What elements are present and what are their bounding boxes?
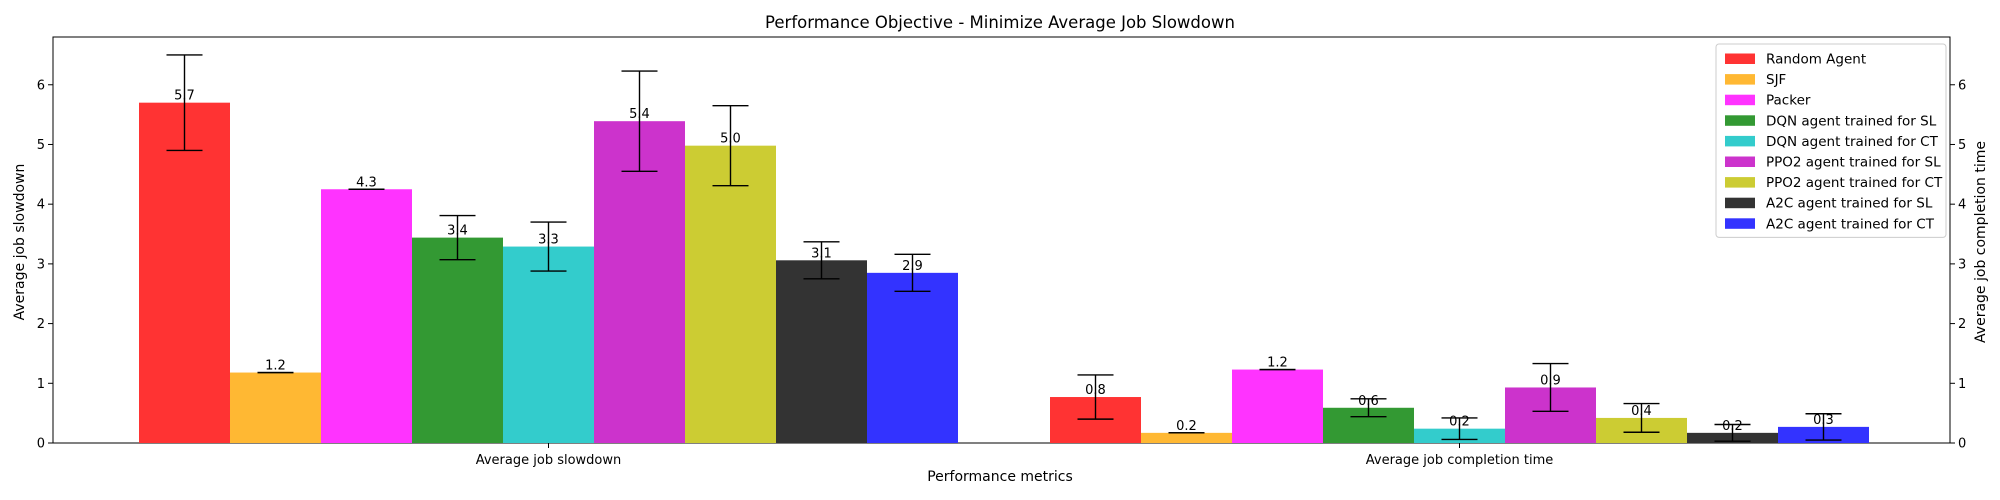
bar-value-label: 0.3 [1813,413,1834,428]
bar [1232,369,1323,443]
bar [867,272,958,443]
y-tick-label-right: 6 [1958,78,1966,93]
legend-box [1715,43,1947,238]
y-tick-label-left: 5 [37,138,45,153]
x-tick-label: Average job slowdown [476,453,622,468]
y-tick-label-right: 5 [1958,138,1966,153]
bar-value-label: 0.8 [1085,383,1106,398]
legend-entry-label: Random Agent [1766,52,1866,68]
legend-swatch [1725,53,1755,64]
legend-swatch [1725,94,1755,106]
bar-value-label: 0.9 [1540,373,1561,388]
legend-swatch [1725,218,1755,229]
bar-value-label: 1.2 [265,359,286,374]
legend-entry-label: A2C agent trained for CT [1766,216,1935,232]
y-tick-label-left: 4 [37,198,45,213]
chart-title: Performance Objective - Minimize Average… [765,13,1235,32]
y-axis-label-left: Average job slowdown [12,164,28,321]
bar [230,372,321,443]
bar-value-label: 0.6 [1358,394,1379,409]
bar-value-label: 2.9 [902,259,923,274]
legend-entry-label: DQN agent trained for CT [1766,134,1939,150]
y-tick-label-right: 1 [1958,377,1966,392]
bar-value-label: 5.7 [174,89,195,104]
bar-value-label: 1.2 [1267,356,1288,371]
bar [139,102,230,444]
legend-entry-label: PPO2 agent trained for SL [1766,155,1941,171]
x-tick-label: Average job completion time [1366,453,1554,468]
bar-value-label: 0.2 [1449,415,1470,430]
bar [776,260,867,443]
legend-swatch [1725,197,1755,209]
y-tick-label-left: 6 [37,78,45,93]
legend-entry-label: DQN agent trained for SL [1766,113,1937,129]
bar-value-label: 5.0 [720,132,741,147]
legend-swatch [1725,74,1755,85]
bar-value-label: 4.3 [356,175,377,190]
legend-entry-label: A2C agent trained for SL [1766,196,1933,212]
bar-value-label: 3.1 [811,246,832,261]
legend-entry-label: PPO2 agent trained for CT [1766,175,1943,191]
y-tick-label-left: 2 [37,317,45,332]
legend-entry-label: SJF [1766,72,1786,88]
bar-value-label: 0.4 [1631,404,1652,419]
legend-swatch [1725,156,1755,167]
bar-value-label: 0.2 [1176,419,1197,434]
y-tick-label-right: 0 [1958,437,1966,452]
bar-value-label: 5.4 [629,107,650,122]
legend-entry-label: Packer [1766,93,1811,109]
bar [321,189,412,443]
bar [1141,432,1232,443]
y-tick-label-right: 3 [1958,257,1966,272]
y-tick-label-left: 1 [37,377,45,392]
bar [412,237,503,443]
legend-swatch [1725,177,1755,188]
y-tick-label-right: 2 [1958,317,1966,332]
plot-frame [52,36,1951,444]
y-tick-label-left: 3 [37,257,45,272]
bar [594,121,685,443]
bar-value-label: 3.3 [538,233,559,248]
y-tick-label-left: 0 [37,437,45,452]
x-axis-label: Performance metrics [927,469,1073,485]
legend-swatch [1725,135,1755,147]
bar [685,145,776,443]
bar [503,246,594,443]
bar-value-label: 0.2 [1722,419,1743,434]
y-tick-label-right: 4 [1958,198,1966,213]
y-axis-label-right: Average job completion time [1973,141,1989,343]
legend-swatch [1725,115,1755,126]
bar-value-label: 3.4 [447,224,468,239]
